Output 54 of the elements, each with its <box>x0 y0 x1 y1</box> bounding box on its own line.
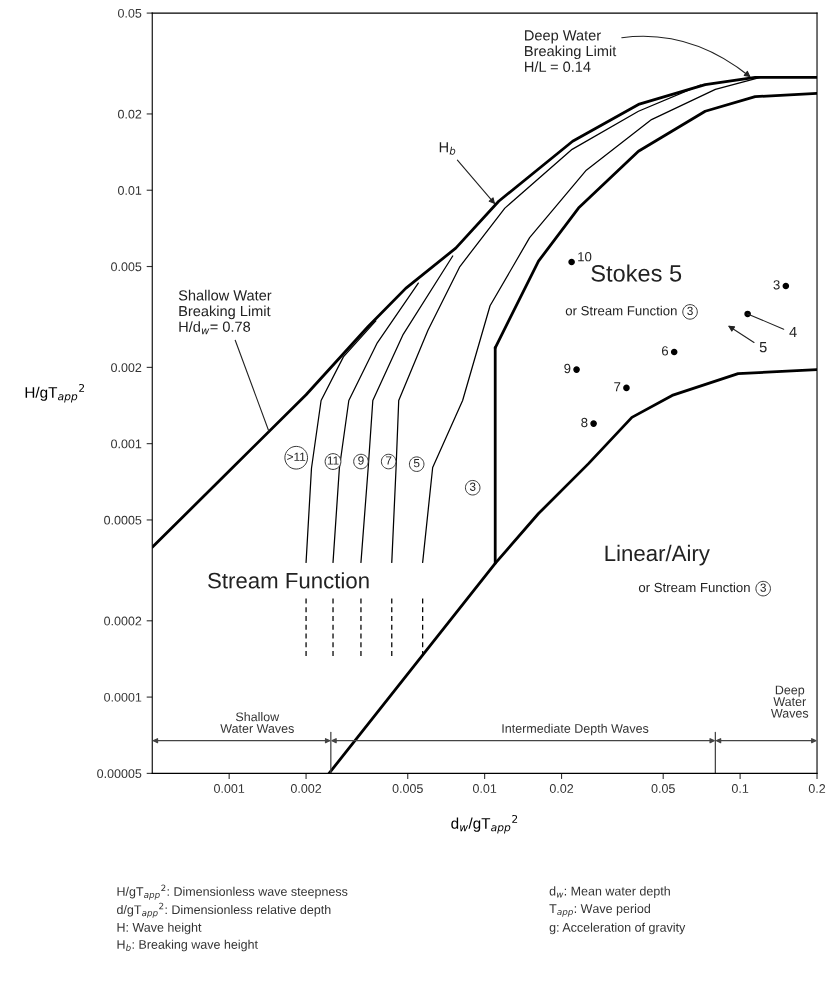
y-axis-title: H/gT$_{app}$$^{2}$ <box>25 383 85 403</box>
y-tick-label: 0.05 <box>118 8 142 18</box>
y-tick-label: 0.02 <box>118 109 142 119</box>
annotation: 5 <box>413 459 420 468</box>
text: H: Wave height <box>117 922 202 935</box>
x-axis-title: d$_{w}$/gT$_{app}$$^{2}$ <box>451 814 518 834</box>
annotation: 5 <box>759 342 767 353</box>
y-tick-label: 0.0005 <box>104 515 142 525</box>
annotation: 9 <box>564 363 571 374</box>
annotation: 3 <box>760 583 766 592</box>
x-tick-label: 0.002 <box>290 784 322 793</box>
y-tick-label: 0.0002 <box>104 616 142 626</box>
annotation: 3 <box>687 306 693 316</box>
y-tick-label: 0.01 <box>118 186 142 195</box>
text: H/gT$_{app}$$^{2}$: Dimensionless wave steepness <box>117 884 348 900</box>
annotation: 8 <box>581 417 588 428</box>
y-tick-label: 0.00005 <box>97 769 142 779</box>
annotation: or Stream Function <box>565 305 677 316</box>
text: H$_{b}$: Breaking wave height <box>117 939 258 952</box>
annotation: Intermediate Depth Waves <box>502 723 649 736</box>
annotation: or Stream Function <box>638 582 750 593</box>
annotation: Shallow Water Waves <box>220 712 294 733</box>
y-tick-label: 0.005 <box>111 262 142 272</box>
annotation: 7 <box>385 456 392 465</box>
annotation: 7 <box>614 382 621 392</box>
text: g: Acceleration of gravity <box>549 922 686 935</box>
x-tick-label: 0.01 <box>472 784 497 793</box>
annotation: Linear/Airy <box>605 544 710 566</box>
annotation: Stokes 5 <box>591 264 682 282</box>
text: T$_{app}$: Wave period <box>549 903 650 917</box>
annotation: 10 <box>578 252 592 262</box>
annotation: Deep Water Waves <box>770 685 809 718</box>
text: d$_{w}$: Mean water depth <box>549 886 670 898</box>
text: d/gT$_{app}$$^{2}$: Dimensionless relative depth <box>117 902 331 918</box>
x-tick-label: 0.05 <box>651 784 675 793</box>
x-tick-label: 0.1 <box>731 784 749 793</box>
x-tick-label: 0.02 <box>549 784 574 793</box>
x-tick-label: 0.005 <box>392 784 423 793</box>
annotation: H$_{b}$ <box>439 142 456 155</box>
annotation: 6 <box>661 346 669 356</box>
y-tick-label: 0.0001 <box>104 692 142 702</box>
annotation: Stream Function <box>208 572 369 589</box>
annotation: 3 <box>469 482 476 491</box>
y-tick-label: 0.002 <box>111 363 142 373</box>
annotation: 11 <box>327 456 339 465</box>
annotation: Shallow Water Breaking Limit H/d$_{w}$= 0.78 <box>178 289 272 335</box>
annotation: 4 <box>789 326 797 337</box>
annotation: >11 <box>287 452 306 461</box>
x-tick-label: 0.2 <box>808 784 826 793</box>
annotation: 9 <box>358 456 364 465</box>
annotation: Deep Water Breaking Limit H/L = 0.14 <box>525 30 617 72</box>
y-tick-label: 0.001 <box>111 439 142 449</box>
x-tick-label: 0.001 <box>214 784 245 793</box>
annotation: 3 <box>773 280 780 290</box>
